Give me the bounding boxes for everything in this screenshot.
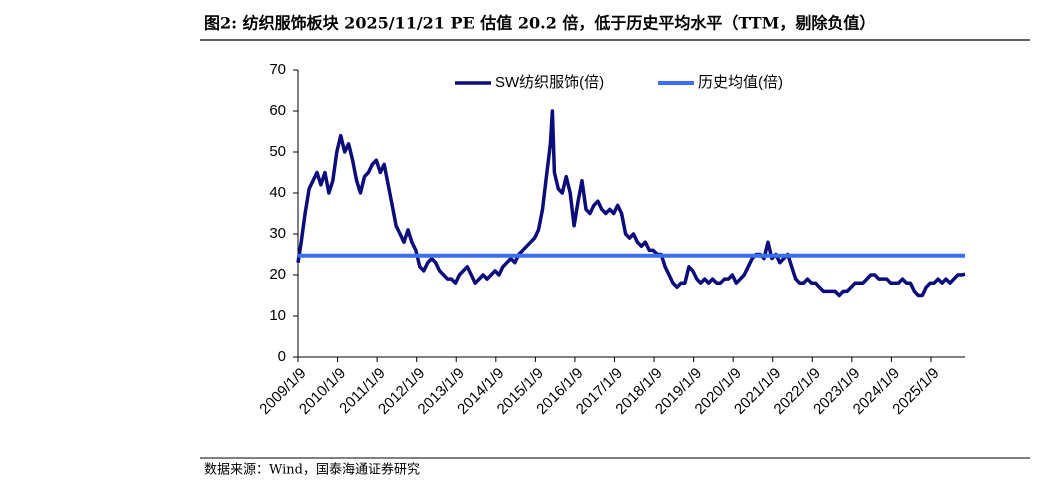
y-tick-label: 70 — [269, 61, 286, 78]
series-line — [296, 109, 966, 298]
source-note: 数据来源：Wind，国泰海通证券研究 — [204, 462, 420, 478]
y-tick-label: 10 — [269, 307, 286, 324]
chart-title: 图2: 纺织服饰板块 2025/11/21 PE 估值 20.2 倍，低于历史平… — [204, 14, 875, 33]
y-tick-label: 0 — [278, 348, 286, 365]
legend-label: SW纺织服饰(倍) — [495, 74, 604, 91]
y-tick-label: 50 — [269, 143, 286, 160]
y-tick-label: 30 — [269, 225, 286, 242]
y-tick-label: 60 — [269, 102, 286, 119]
y-tick-label: 20 — [269, 266, 286, 283]
legend-label: 历史均值(倍) — [698, 74, 783, 91]
y-tick-label: 40 — [269, 184, 286, 201]
